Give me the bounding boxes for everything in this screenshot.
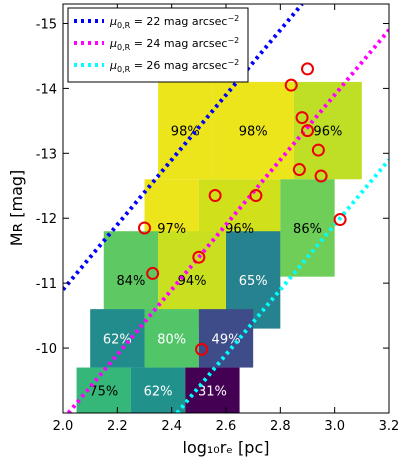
- cell-value-label: 98%: [239, 125, 268, 140]
- y-tick-label: -13: [36, 147, 57, 162]
- y-tick-label: -10: [36, 342, 57, 357]
- cell-value-label: 80%: [157, 332, 186, 347]
- legend: μ0,R = 22 mag arcsec−2 μ0,R = 24 mag arcs…: [67, 7, 249, 83]
- data-point-marker: [195, 342, 209, 356]
- cell-value-label: 96%: [313, 125, 342, 140]
- data-point-marker: [301, 62, 314, 76]
- y-tick-label: -12: [36, 212, 57, 227]
- cell-value-label: 62%: [103, 332, 132, 347]
- heatmap-cell: [293, 81, 362, 180]
- heatmap-cell: [144, 309, 199, 368]
- x-tick-label: 2.6: [216, 419, 237, 434]
- cell-value-label: 31%: [198, 384, 227, 399]
- data-point-marker: [314, 169, 328, 183]
- cell-value-label: 75%: [89, 384, 118, 399]
- heatmap-cell: [212, 81, 294, 180]
- heatmap-cells: [76, 81, 362, 413]
- x-tick-label: 3.0: [324, 419, 345, 434]
- data-point-marker: [146, 266, 160, 280]
- cell-value-label: 96%: [225, 222, 254, 237]
- x-axis-ticks: 2.0 2.2 2.4 2.6 2.8 3.0 3.2: [53, 4, 400, 434]
- cell-value-label: 84%: [116, 274, 145, 289]
- legend-entry-label: μ0,R = 22 mag arcsec−2: [109, 14, 239, 30]
- x-tick-label: 2.2: [107, 419, 128, 434]
- data-point-marker: [292, 163, 306, 177]
- x-tick-label: 3.2: [379, 419, 400, 434]
- cell-value-label: 49%: [212, 332, 241, 347]
- data-point-marker: [333, 213, 347, 227]
- cell-value-label: 94%: [178, 274, 207, 289]
- data-point-marker: [192, 250, 206, 264]
- surface-brightness-line: [175, 158, 389, 413]
- cell-value-label: 65%: [239, 274, 268, 289]
- x-tick-label: 2.8: [270, 419, 291, 434]
- data-point-marker: [249, 189, 263, 203]
- y-tick-label: -11: [36, 277, 57, 292]
- y-tick-label: -14: [36, 82, 57, 97]
- cell-value-label: 86%: [293, 222, 322, 237]
- data-point-marker: [295, 111, 309, 125]
- heatmap-cell-labels: 98% 96% 98% 97% 96% 86% 84% 94% 65% 62% 80% 49% 75% 6…: [89, 125, 342, 400]
- cell-value-label: 62%: [144, 384, 173, 399]
- legend-entry-label: μ0,R = 24 mag arcsec−2: [109, 36, 239, 52]
- data-point-marker: [311, 143, 325, 157]
- data-markers: [138, 62, 347, 356]
- x-tick-label: 2.4: [161, 419, 182, 434]
- data-point-marker: [301, 124, 314, 138]
- surface-brightness-lines: [63, 4, 389, 413]
- surface-brightness-line: [63, 4, 304, 291]
- x-axis-label: log₁₀rₑ [pc]: [183, 438, 270, 457]
- x-tick-label: 2.0: [53, 419, 74, 434]
- data-point-marker: [138, 221, 151, 235]
- heatmap-cell: [280, 179, 335, 277]
- y-tick-label: -15: [36, 17, 57, 32]
- heatmap-cell: [198, 309, 254, 368]
- data-point-marker: [284, 78, 298, 92]
- cell-value-label: 98%: [171, 125, 200, 140]
- heatmap-cell: [90, 309, 145, 368]
- y-axis-ticks: -10 -11 -12 -13 -14 -15: [36, 17, 389, 357]
- y-axis-label: Mʀ [mag]: [7, 170, 26, 247]
- legend-entry-label: μ0,R = 26 mag arcsec−2: [109, 58, 239, 74]
- data-point-marker: [208, 189, 222, 203]
- heatmap-cell: [130, 367, 186, 413]
- cell-value-label: 97%: [157, 222, 186, 237]
